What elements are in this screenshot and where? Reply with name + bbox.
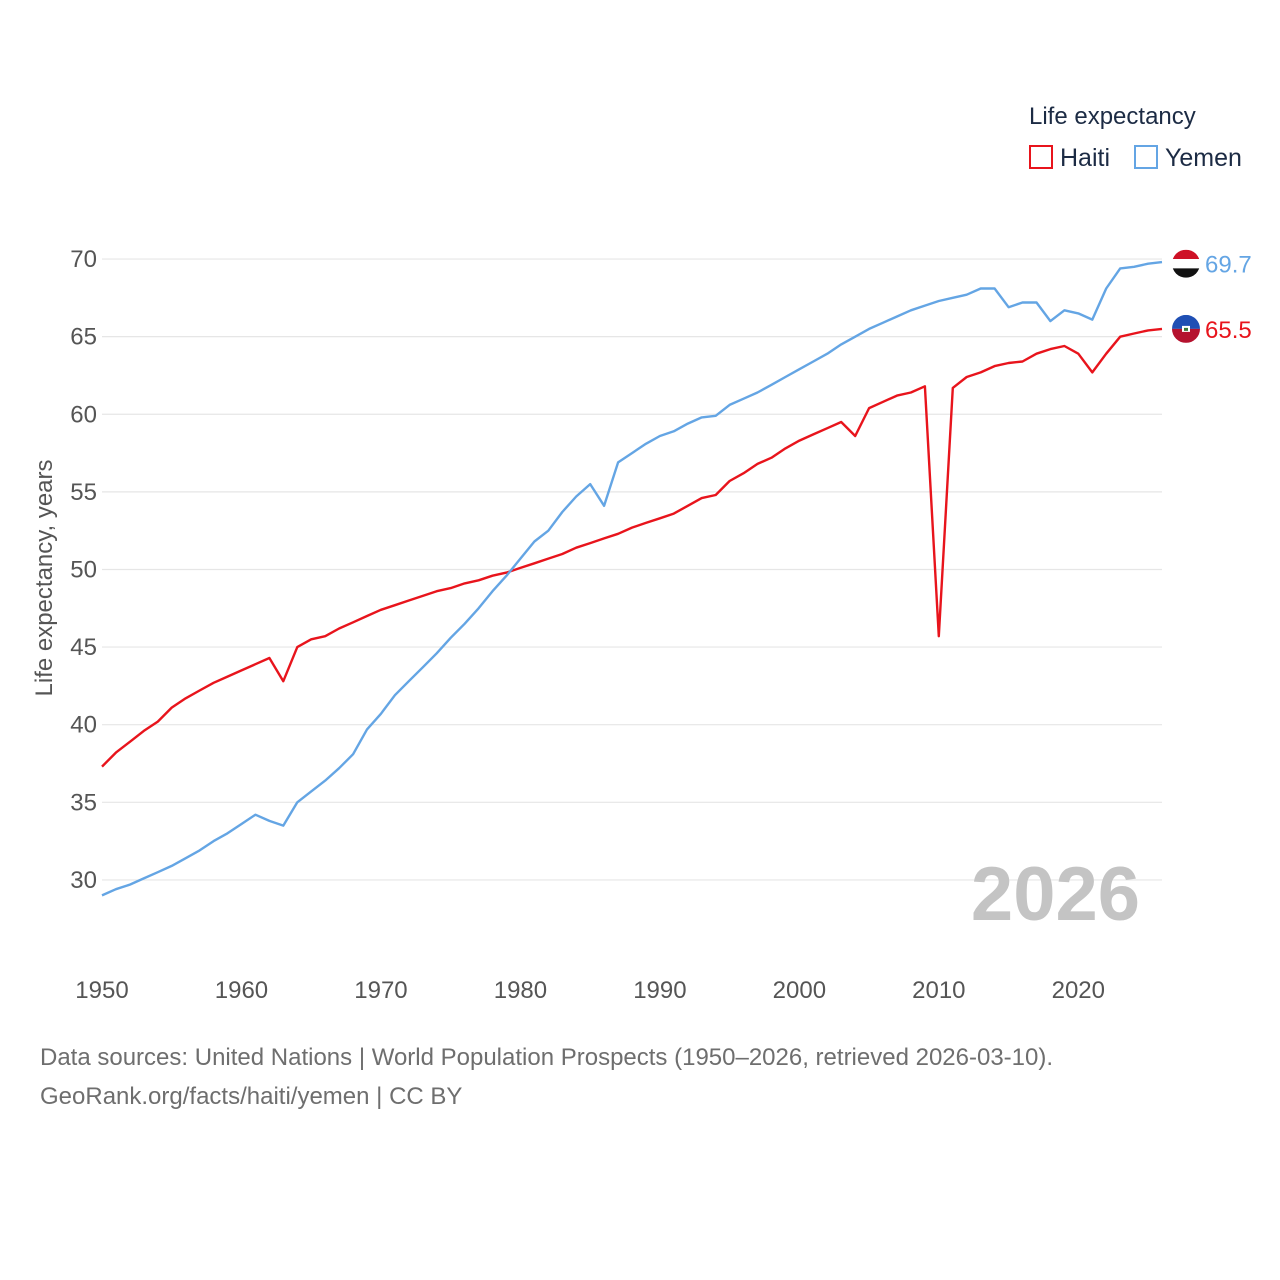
- legend-label-haiti[interactable]: Haiti: [1060, 144, 1110, 172]
- x-tick-2010: 2010: [912, 977, 965, 1004]
- gridlines: [102, 258, 1162, 881]
- x-tick-1990: 1990: [633, 977, 686, 1004]
- y-tick-45: 45: [70, 634, 97, 661]
- y-axis-ticks: 30 35 40 45 50 55 60 65 70: [70, 246, 97, 894]
- y-tick-65: 65: [70, 324, 97, 351]
- haiti-flag-icon: [1172, 314, 1200, 343]
- series-line-yemen[interactable]: [101, 260, 1163, 897]
- y-tick-60: 60: [70, 401, 97, 428]
- legend: Life expectancy Haiti Yemen: [1029, 103, 1242, 172]
- year-watermark: 2026: [971, 852, 1140, 937]
- legend-swatch-haiti[interactable]: [1029, 145, 1053, 169]
- x-tick-1960: 1960: [215, 977, 268, 1004]
- footer-attribution[interactable]: GeoRank.org/facts/haiti/yemen | CC BY: [40, 1083, 463, 1110]
- series-line-haiti[interactable]: [101, 327, 1163, 768]
- x-axis-ticks: 1950 1960 1970 1980 1990 2000 2010 2020: [75, 977, 1105, 1004]
- legend-label-yemen[interactable]: Yemen: [1165, 144, 1242, 172]
- y-tick-40: 40: [70, 712, 97, 739]
- series-end-markers: 65.5 69.7: [1172, 249, 1252, 344]
- x-tick-1970: 1970: [354, 977, 407, 1004]
- end-label-haiti: 65.5: [1205, 317, 1252, 344]
- x-tick-1950: 1950: [75, 977, 128, 1004]
- footer-sources: Data sources: United Nations | World Pop…: [40, 1044, 1054, 1071]
- x-tick-2000: 2000: [773, 977, 826, 1004]
- y-axis-title: Life expectancy, years: [31, 459, 58, 696]
- series-lines: [101, 260, 1163, 897]
- yemen-flag-icon: [1172, 249, 1200, 278]
- y-tick-70: 70: [70, 246, 97, 273]
- y-tick-55: 55: [70, 479, 97, 506]
- y-tick-50: 50: [70, 556, 97, 583]
- end-label-yemen: 69.7: [1205, 252, 1252, 279]
- x-tick-1980: 1980: [494, 977, 547, 1004]
- legend-swatch-yemen[interactable]: [1134, 145, 1158, 169]
- legend-title: Life expectancy: [1029, 103, 1196, 130]
- y-tick-35: 35: [70, 789, 97, 816]
- y-tick-30: 30: [70, 867, 97, 894]
- x-tick-2020: 2020: [1052, 977, 1105, 1004]
